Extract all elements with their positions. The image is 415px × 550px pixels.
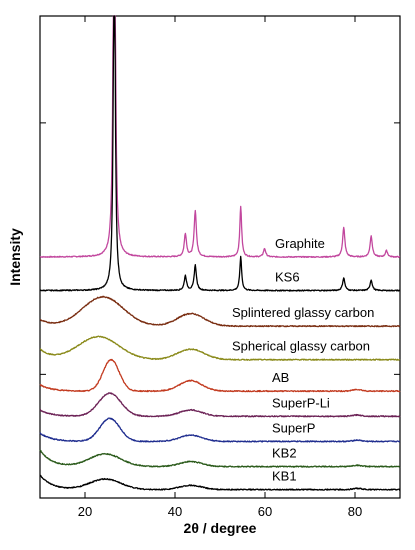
series-label: Spherical glassy carbon bbox=[232, 339, 370, 354]
y-axis-title: Intensity bbox=[7, 228, 23, 286]
series-line-kb1 bbox=[39, 474, 401, 491]
x-tick-label: 40 bbox=[168, 504, 182, 519]
series-line-ab bbox=[39, 358, 401, 393]
series-line-superp bbox=[39, 417, 401, 443]
series-label: AB bbox=[272, 370, 289, 385]
x-tick-label: 60 bbox=[258, 504, 272, 519]
series-line-graphite bbox=[39, 15, 401, 259]
series-label: Splintered glassy carbon bbox=[232, 305, 374, 320]
series-line-kb2 bbox=[39, 449, 401, 468]
series-layer bbox=[39, 15, 401, 491]
x-axis-title: 2θ / degree bbox=[184, 520, 257, 536]
series-line-spherical-glassy-carbon bbox=[39, 335, 401, 361]
series-label: SuperP-Li bbox=[272, 395, 330, 410]
series-label: KB1 bbox=[272, 469, 297, 484]
label-layer: Graphite KS6 Splintered glassy carbon Spher… bbox=[232, 236, 374, 484]
x-tick-label: 20 bbox=[78, 504, 92, 519]
series-label: KS6 bbox=[275, 270, 300, 285]
x-tick-label: 80 bbox=[348, 504, 362, 519]
series-label: SuperP bbox=[272, 420, 315, 435]
series-label: Graphite bbox=[275, 236, 325, 251]
series-line-superp-li bbox=[39, 392, 401, 418]
series-line-ks6 bbox=[39, 15, 401, 292]
plot-frame bbox=[39, 15, 401, 499]
series-label: KB2 bbox=[272, 446, 297, 461]
series-line-splintered-glassy-carbon bbox=[39, 295, 401, 328]
tick-layer: 20 40 60 80 bbox=[40, 16, 400, 519]
